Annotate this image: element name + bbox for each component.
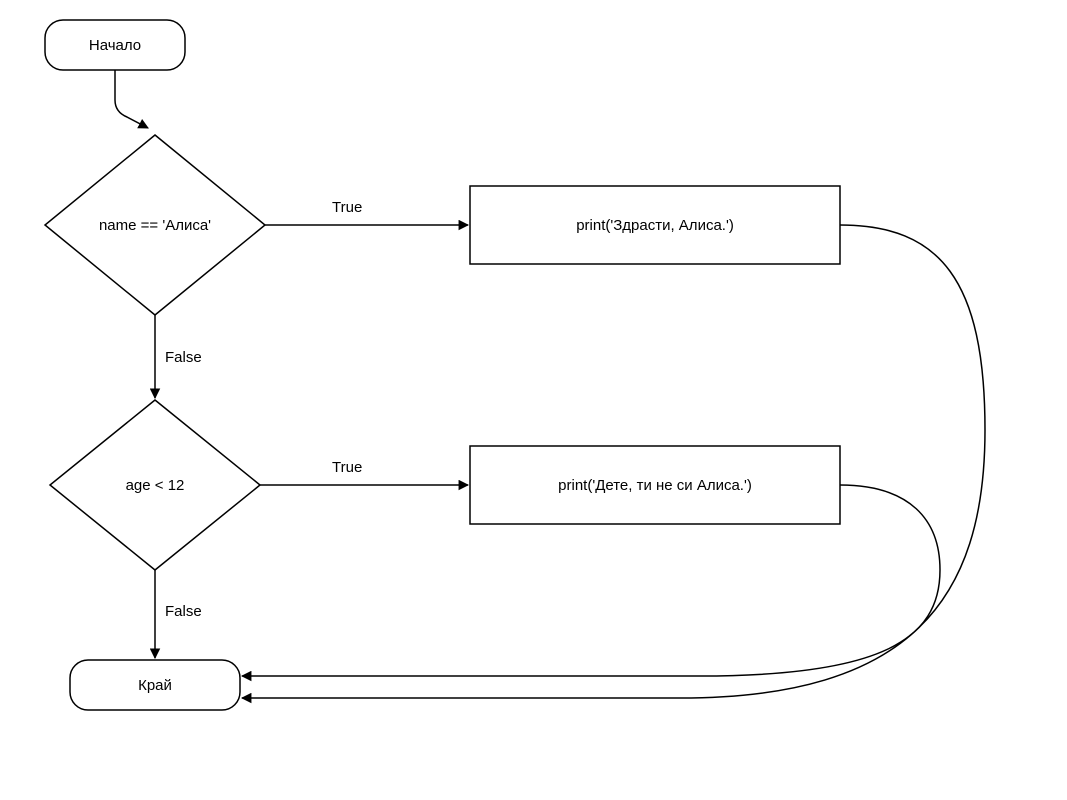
node-end-label: Край <box>138 677 172 694</box>
node-end: Край <box>70 660 240 710</box>
node-process1-label: print('Здрасти, Алиса.') <box>576 217 734 234</box>
node-process1: print('Здрасти, Алиса.') <box>470 186 840 264</box>
edge-label-true-1: True <box>332 199 362 216</box>
node-process2-label: print('Дете, ти не си Алиса.') <box>558 477 752 494</box>
edge-decision1-true: True <box>265 199 468 225</box>
edge-decision2-false: False <box>155 570 202 658</box>
edge-label-true-2: True <box>332 459 362 476</box>
node-start-label: Начало <box>89 37 141 54</box>
node-start: Начало <box>45 20 185 70</box>
edge-decision1-false: False <box>155 315 202 398</box>
edge-start-to-decision1 <box>115 70 148 128</box>
node-decision2: age < 12 <box>50 400 260 570</box>
node-process2: print('Дете, ти не си Алиса.') <box>470 446 840 524</box>
node-decision1-label: name == 'Алиса' <box>99 217 211 234</box>
node-decision2-label: age < 12 <box>126 477 185 494</box>
node-decision1: name == 'Алиса' <box>45 135 265 315</box>
edge-decision2-true: True <box>260 459 468 485</box>
edge-label-false-1: False <box>165 349 202 366</box>
edge-label-false-2: False <box>165 603 202 620</box>
